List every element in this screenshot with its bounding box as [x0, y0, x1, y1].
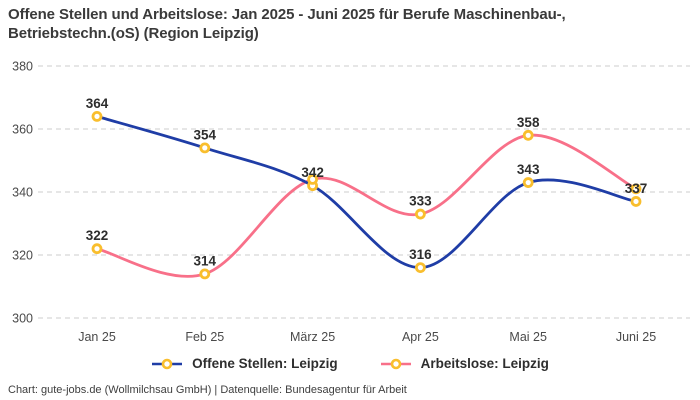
page-title: Offene Stellen und Arbeitslose: Jan 2025… — [8, 5, 668, 43]
data-point-label: 343 — [517, 162, 540, 177]
data-point-marker — [414, 208, 426, 220]
data-point-label: 364 — [86, 96, 109, 111]
y-tick-label: 360 — [12, 123, 33, 137]
chart-legend: Offene Stellen: Leipzig Arbeitslose: Lei… — [0, 356, 700, 371]
data-point-label: 342 — [301, 165, 324, 180]
data-point-marker — [522, 177, 534, 188]
data-point-marker — [630, 183, 642, 195]
line-chart: 380 360 340 320 300 Jan 25 Feb 25 März 25 Apr 25… — [12, 60, 690, 344]
x-tick-label: Apr 25 — [402, 330, 439, 344]
data-point-marker — [91, 243, 103, 255]
x-tick-label: Feb 25 — [185, 330, 224, 344]
data-point-marker — [414, 262, 426, 274]
legend-label-arbeitslose: Arbeitslose: Leipzig — [420, 356, 549, 371]
data-point-marker — [307, 173, 319, 185]
title-line-2: Betriebstechn.(oS) (Region Leipzig) — [8, 25, 259, 42]
x-tick-label: Mai 25 — [509, 330, 547, 344]
data-point-label: 354 — [194, 127, 217, 142]
data-point-label: 322 — [86, 228, 109, 243]
legend-label-offene-stellen: Offene Stellen: Leipzig — [192, 356, 338, 371]
data-point-label: 337 — [625, 181, 648, 196]
y-tick-label: 340 — [12, 186, 33, 200]
data-point-label: 358 — [517, 115, 540, 130]
line-marker-icon — [380, 358, 411, 369]
data-point-marker — [91, 111, 103, 122]
legend-item-arbeitslose[interactable]: Arbeitslose: Leipzig — [380, 356, 549, 371]
y-tick-label: 300 — [12, 312, 33, 326]
data-point-label: 314 — [194, 253, 217, 268]
y-tick-label: 320 — [12, 249, 33, 263]
data-point-marker — [630, 196, 642, 207]
x-tick-label: März 25 — [290, 330, 335, 344]
data-point-marker — [199, 268, 211, 280]
legend-item-offene-stellen[interactable]: Offene Stellen: Leipzig — [151, 356, 338, 371]
title-line-1: Offene Stellen und Arbeitslose: Jan 2025… — [8, 6, 566, 23]
data-point-label: 316 — [409, 247, 432, 262]
data-point-marker — [522, 129, 534, 141]
x-tick-label: Juni 25 — [616, 330, 656, 344]
data-point-marker — [199, 142, 211, 154]
source-attribution: Chart: gute-jobs.de (Wollmilchsau GmbH) … — [8, 384, 407, 396]
line-marker-icon — [152, 358, 183, 369]
x-tick-label: Jan 25 — [78, 330, 116, 344]
data-point-label: 333 — [409, 194, 432, 209]
y-tick-label: 380 — [12, 60, 33, 74]
